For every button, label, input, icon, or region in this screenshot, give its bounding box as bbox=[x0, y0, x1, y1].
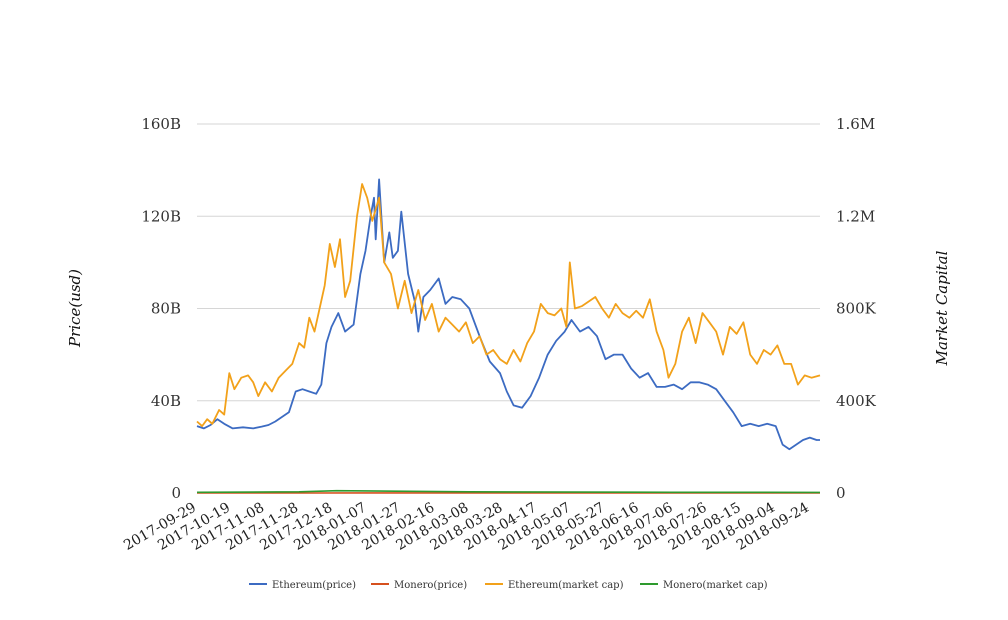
y2-tick-label: 1.2M bbox=[836, 207, 875, 225]
y2-axis-title: Market Capital bbox=[933, 250, 951, 366]
y-tick-label: 80B bbox=[151, 300, 181, 318]
y-tick-label: 160B bbox=[141, 115, 181, 133]
y-tick-label: 120B bbox=[141, 207, 181, 225]
y-tick-label: 0 bbox=[171, 484, 181, 502]
legend-label: Monero(price) bbox=[394, 580, 467, 591]
y2-tick-label: 400K bbox=[836, 392, 877, 410]
series-line-monero-market-cap bbox=[197, 491, 820, 493]
y-tick-label: 40B bbox=[151, 392, 181, 410]
y-axis-right: 0 400K 800K 1.2M 1.6M bbox=[836, 115, 877, 502]
series-line-ethereum-price bbox=[197, 179, 820, 449]
legend-label: Monero(market cap) bbox=[663, 580, 768, 591]
y2-tick-label: 0 bbox=[836, 484, 846, 502]
series-line-ethereum-market-cap bbox=[197, 184, 820, 426]
x-axis: 2017-09-292017-10-192017-11-082017-11-28… bbox=[121, 500, 812, 554]
y2-tick-label: 1.6M bbox=[836, 115, 875, 133]
y-axis-left: 0 40B 80B 120B 160B bbox=[141, 115, 181, 502]
legend: Ethereum(price) Monero(price) Ethereum(mar… bbox=[249, 580, 768, 591]
plot-area bbox=[197, 179, 820, 493]
gridlines bbox=[197, 124, 820, 493]
y-axis-title: Price(usd) bbox=[66, 269, 84, 348]
legend-label: Ethereum(market cap) bbox=[508, 580, 624, 591]
y2-tick-label: 800K bbox=[836, 300, 877, 318]
legend-label: Ethereum(price) bbox=[272, 580, 356, 591]
